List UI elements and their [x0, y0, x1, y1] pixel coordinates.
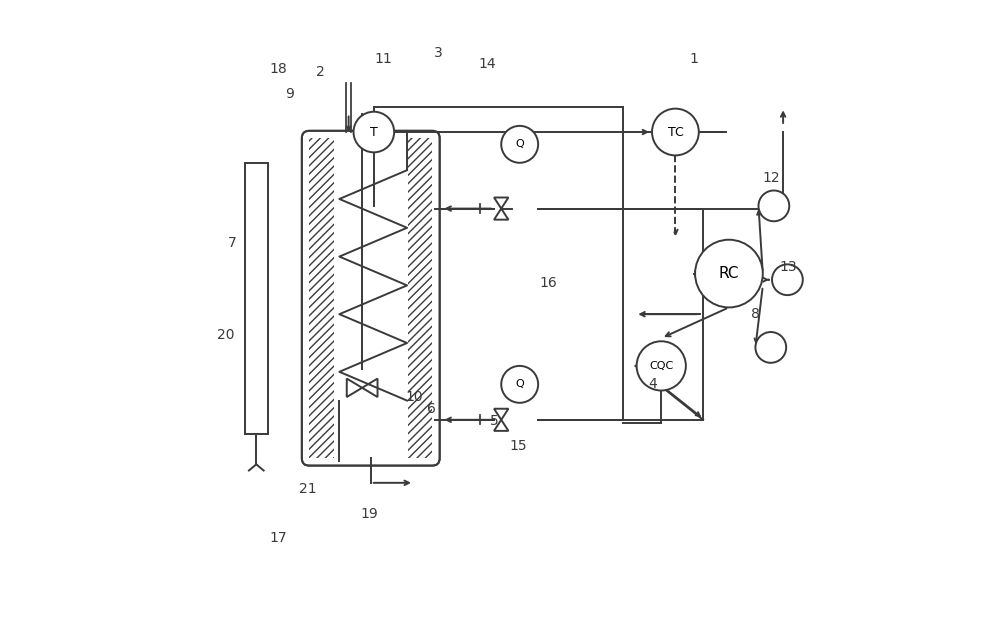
Text: T: T: [370, 125, 378, 138]
Circle shape: [758, 191, 789, 221]
Bar: [408, 138, 432, 458]
Text: 14: 14: [479, 57, 497, 71]
Text: 7: 7: [228, 236, 237, 250]
Text: 3: 3: [434, 46, 443, 60]
Text: 4: 4: [648, 378, 657, 391]
Text: 5: 5: [489, 414, 498, 428]
Text: 10: 10: [405, 389, 423, 404]
Circle shape: [772, 265, 803, 295]
Circle shape: [354, 112, 394, 152]
Text: 1: 1: [689, 52, 698, 66]
Text: 16: 16: [539, 276, 557, 290]
Circle shape: [501, 366, 538, 403]
Circle shape: [652, 109, 699, 155]
Text: CQC: CQC: [649, 361, 673, 371]
Text: 21: 21: [299, 482, 317, 496]
Text: 12: 12: [762, 171, 780, 185]
Circle shape: [501, 126, 538, 163]
Bar: [245, 163, 268, 433]
Text: 2: 2: [316, 65, 325, 79]
Text: 15: 15: [510, 439, 527, 453]
Text: 19: 19: [360, 507, 378, 520]
Circle shape: [695, 240, 763, 307]
Text: Q: Q: [515, 139, 524, 149]
Text: 20: 20: [217, 328, 234, 342]
Text: 9: 9: [285, 87, 294, 101]
Text: TC: TC: [668, 125, 683, 138]
Text: 11: 11: [374, 52, 392, 66]
Text: 6: 6: [427, 402, 436, 416]
FancyBboxPatch shape: [302, 131, 440, 466]
Text: 18: 18: [270, 62, 287, 76]
Bar: [309, 138, 334, 458]
Text: 13: 13: [779, 260, 797, 274]
Circle shape: [755, 332, 786, 363]
Text: 8: 8: [751, 307, 760, 320]
Text: RC: RC: [719, 266, 739, 281]
Text: 17: 17: [270, 531, 287, 545]
Text: Q: Q: [515, 379, 524, 389]
Circle shape: [637, 342, 686, 391]
